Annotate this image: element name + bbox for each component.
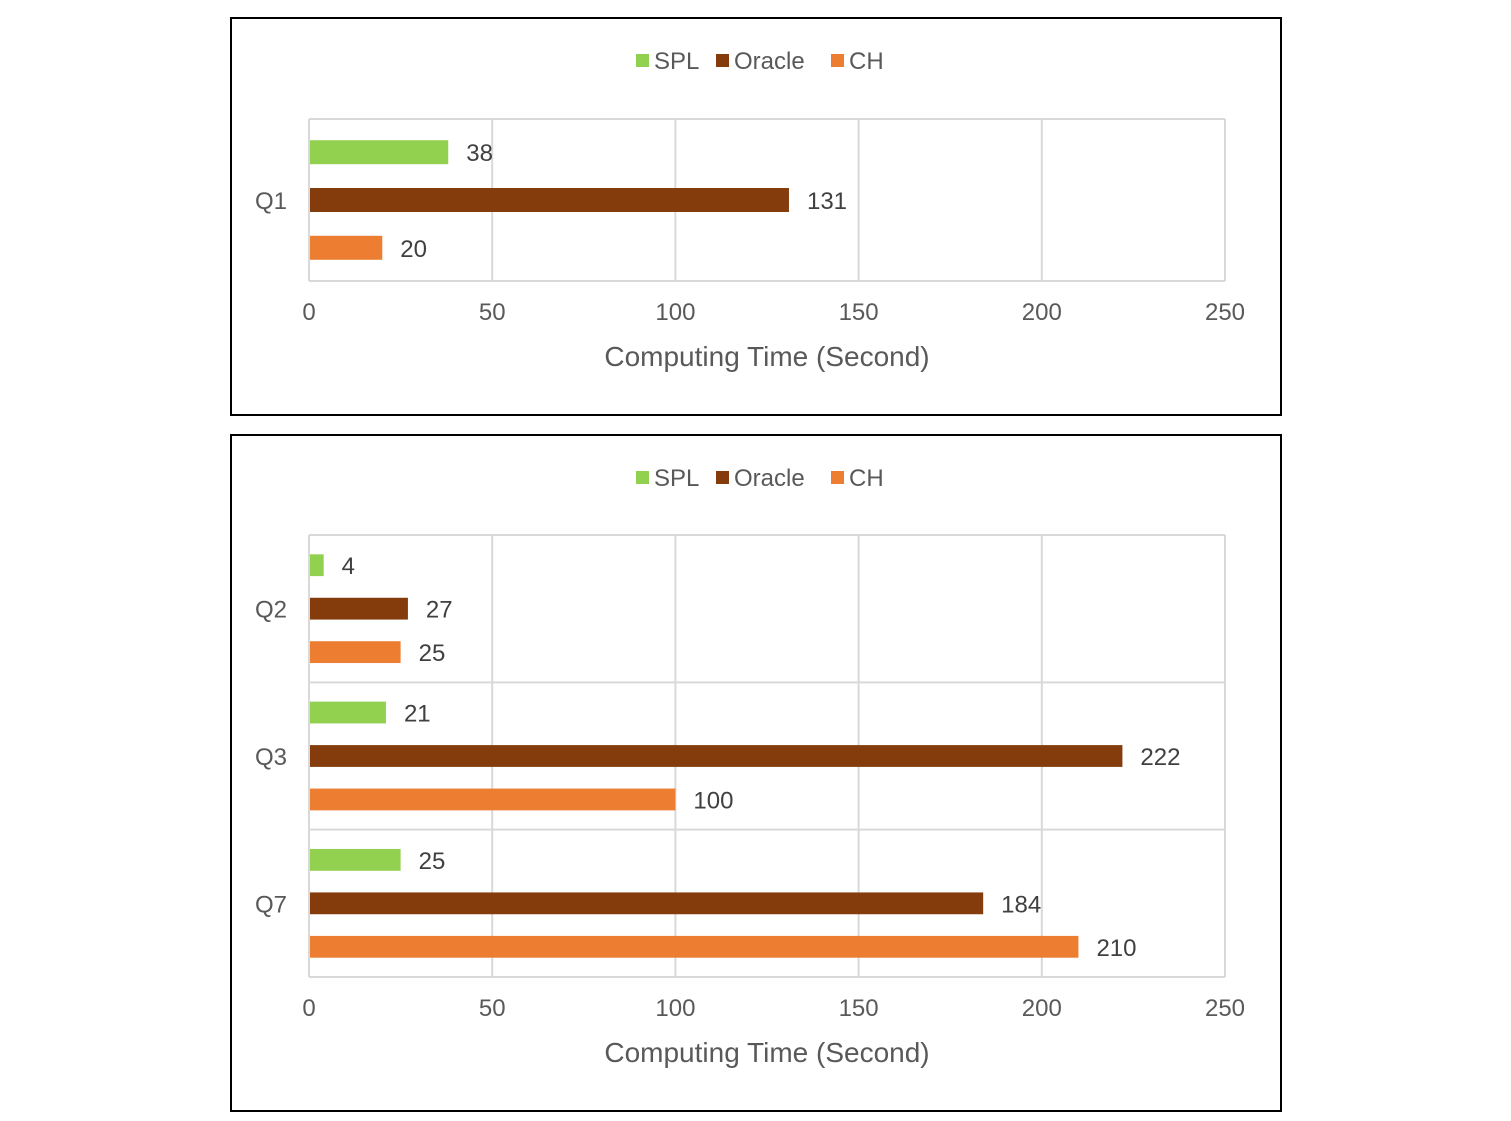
chart-1: 0 50 100 150 200 250 Q1 38 131 20 SPL Oracle CH Compu… [230,17,1282,416]
data-label: 20 [400,236,427,263]
category-label: Q1 [255,188,287,215]
bar-spl [310,140,449,165]
bar-spl [310,701,386,724]
x-tick-label: 0 [302,995,315,1022]
data-label: 25 [419,848,446,875]
x-tick-label: 100 [655,995,695,1022]
x-tick-label: 250 [1205,299,1245,326]
bar-ch [310,935,1079,958]
data-label: 222 [1140,744,1180,771]
data-label: 4 [342,553,355,580]
bar-ch [310,641,401,664]
x-tick-label: 50 [479,299,506,326]
data-label: 184 [1001,891,1041,918]
legend-swatch [636,471,649,484]
bar-oracle [310,745,1123,767]
data-label: 38 [466,140,493,167]
legend-label: CH [849,48,884,75]
x-tick-label: 200 [1022,299,1062,326]
x-tick-label: 150 [839,995,879,1022]
bar-ch [310,235,383,260]
x-tick-label: 200 [1022,995,1062,1022]
legend-label: Oracle [734,48,805,75]
data-label: 27 [426,597,453,624]
category-label: Q2 [255,597,287,624]
legend-swatch [716,54,729,67]
bar-oracle [310,188,789,212]
bar-oracle [310,597,408,620]
legend-label: Oracle [734,465,805,492]
legend-swatch [831,54,844,67]
x-axis-title: Computing Time (Second) [604,1037,929,1068]
legend-label: CH [849,465,884,492]
x-axis-title: Computing Time (Second) [604,341,929,372]
x-tick-label: 50 [479,995,506,1022]
legend-swatch [831,471,844,484]
category-label: Q7 [255,891,287,918]
chart-2: 0 50 100 150 200 250 Q2 4 27 25 Q3 21 222 100 Q7 25 184 2… [230,434,1282,1112]
bar-oracle [310,892,984,915]
x-tick-label: 250 [1205,995,1245,1022]
bar-ch [310,788,676,811]
x-tick-label: 100 [655,299,695,326]
bar-spl [310,848,401,871]
x-tick-label: 0 [302,299,315,326]
data-label: 25 [419,640,446,667]
legend-swatch [716,471,729,484]
data-label: 210 [1096,935,1136,962]
data-label: 100 [693,787,733,814]
legend-label: SPL [654,465,699,492]
category-label: Q3 [255,744,287,771]
chart-border [230,434,1282,1112]
bar-spl [310,554,324,577]
legend-label: SPL [654,48,699,75]
chart-border [230,17,1282,416]
data-label: 131 [807,188,847,215]
legend-swatch [636,54,649,67]
x-tick-label: 150 [839,299,879,326]
data-label: 21 [404,701,431,728]
